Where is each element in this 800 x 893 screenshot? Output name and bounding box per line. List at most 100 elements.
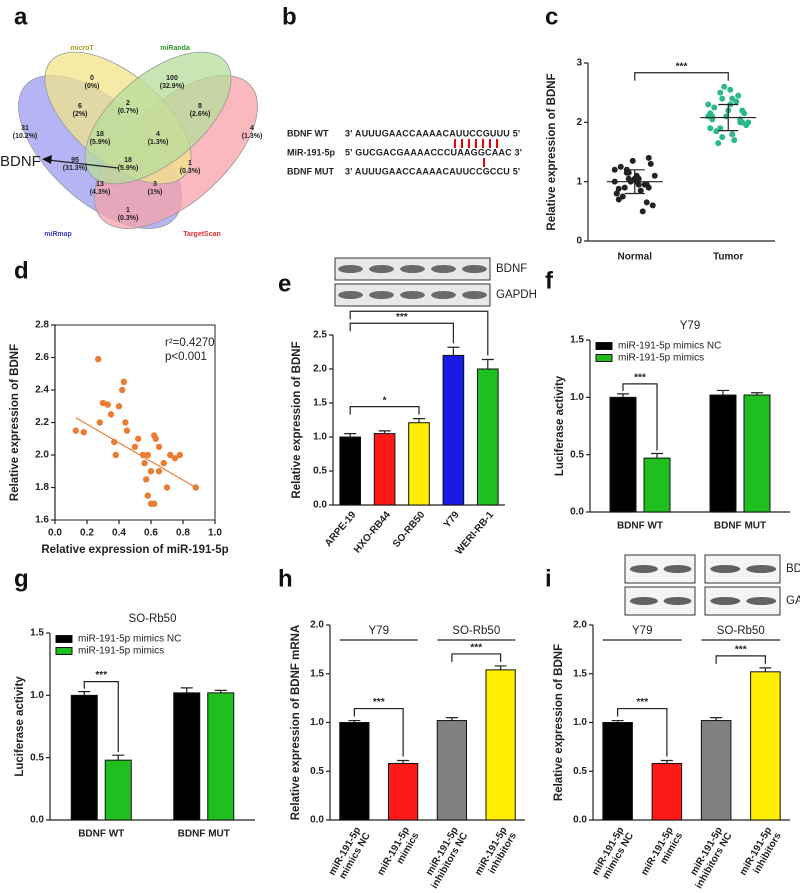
significance	[451, 653, 502, 662]
blot-band	[629, 565, 658, 573]
region-count: 2	[126, 100, 130, 107]
point	[705, 101, 712, 108]
point	[80, 429, 88, 436]
bar	[339, 722, 370, 821]
region-percent: (10.2%)	[13, 133, 38, 140]
region-percent: (2.6%)	[190, 111, 211, 118]
point	[107, 411, 115, 418]
y-tick-label: 0.0	[573, 815, 587, 826]
panel-letter: a	[14, 3, 28, 30]
sd-bar	[624, 169, 645, 195]
sd-bar	[718, 103, 739, 132]
x-tick-label: 0.0	[48, 528, 62, 539]
significance-label: ***	[735, 645, 747, 656]
error-bar	[759, 667, 772, 672]
point	[719, 134, 726, 141]
error-bar	[180, 687, 193, 693]
region-count: 6	[78, 103, 82, 110]
blot-band	[400, 265, 425, 273]
legend-label: miR-191-5p mimics NC	[618, 341, 721, 352]
point	[143, 476, 150, 483]
point	[621, 184, 628, 191]
bar	[709, 394, 737, 513]
point	[72, 427, 80, 434]
point	[611, 166, 618, 173]
blot-band	[462, 265, 487, 273]
bar	[442, 354, 465, 506]
blot-band	[338, 265, 363, 273]
point	[147, 468, 155, 475]
y-tick-label: 1.6	[35, 515, 49, 526]
point	[95, 355, 102, 363]
bar	[207, 692, 235, 821]
blot-band	[746, 565, 777, 573]
y-tick-label: 2.2	[35, 417, 49, 428]
y-tick-label: 2.0	[573, 620, 587, 631]
y-tick-label: 0.0	[313, 500, 327, 511]
row-label: MiR-191-5p	[287, 147, 336, 157]
point	[615, 185, 622, 192]
legend-swatch	[595, 342, 613, 350]
error-bar	[78, 690, 91, 696]
legend-swatch	[55, 647, 73, 655]
legend-label: miR-191-5p mimics	[618, 353, 704, 364]
region-percent: (1.3%)	[242, 133, 263, 140]
legend-label: miR-191-5p mimics	[78, 646, 164, 657]
blot-band	[369, 265, 394, 273]
significance-label: ***	[470, 643, 482, 654]
y-tick-label: 0.5	[30, 752, 44, 763]
group-label: Y79	[632, 625, 652, 637]
region-count: 4	[250, 125, 254, 132]
y-tick-label: 0	[576, 236, 582, 247]
blot-band	[629, 597, 658, 605]
point	[649, 202, 656, 209]
y-tick-label: 3	[576, 58, 582, 69]
venn-set-label: miRmap	[44, 231, 72, 238]
bar	[651, 762, 683, 821]
annotation: BDNF	[0, 153, 41, 170]
y-tick-label: 1.5	[30, 628, 44, 639]
point	[115, 403, 123, 410]
error-bar	[494, 665, 507, 670]
y-tick-label: 1.5	[573, 668, 587, 679]
significance-label: ***	[373, 697, 385, 708]
x-tick-label: BDNF WT	[617, 521, 663, 532]
y-axis-label: Relative expression of BDNF	[9, 344, 21, 501]
point	[131, 443, 139, 451]
region-percent: (4.3%)	[90, 189, 111, 196]
y-tick-label: 2.5	[313, 330, 327, 341]
point	[104, 401, 112, 408]
blot-band	[462, 291, 487, 299]
region-count: 31	[21, 125, 29, 132]
point	[617, 163, 624, 170]
x-tick-label: 0.6	[144, 528, 158, 539]
point	[135, 435, 142, 442]
panel-letter: d	[14, 257, 29, 284]
point	[651, 172, 658, 179]
region-percent: (0.3%)	[180, 168, 201, 175]
region-count: 0	[90, 75, 94, 82]
x-tick-label: 0.8	[176, 528, 190, 539]
bar	[700, 720, 732, 821]
x-tick-label: 0.2	[80, 528, 94, 539]
point	[160, 459, 167, 467]
region-count: 18	[124, 157, 132, 164]
point	[731, 137, 738, 144]
point	[745, 119, 752, 126]
bar	[436, 720, 467, 821]
blot-label: BDNF	[496, 263, 527, 275]
y-axis-label: Relative expression of BDNF	[546, 73, 558, 230]
bar	[643, 457, 671, 513]
region-percent: (5.9%)	[90, 139, 111, 146]
y-tick-label: 1.5	[310, 668, 324, 679]
region-count: 18	[96, 131, 104, 138]
y-axis-label: Relative expression of BDNF mRNA	[290, 625, 302, 821]
point	[635, 181, 642, 188]
bar	[388, 762, 419, 821]
blot-band	[710, 597, 741, 605]
point	[641, 181, 648, 188]
blot-band	[369, 291, 394, 299]
y-tick-label: 1.5	[570, 335, 584, 346]
y-tick-label: 1.0	[30, 690, 44, 701]
